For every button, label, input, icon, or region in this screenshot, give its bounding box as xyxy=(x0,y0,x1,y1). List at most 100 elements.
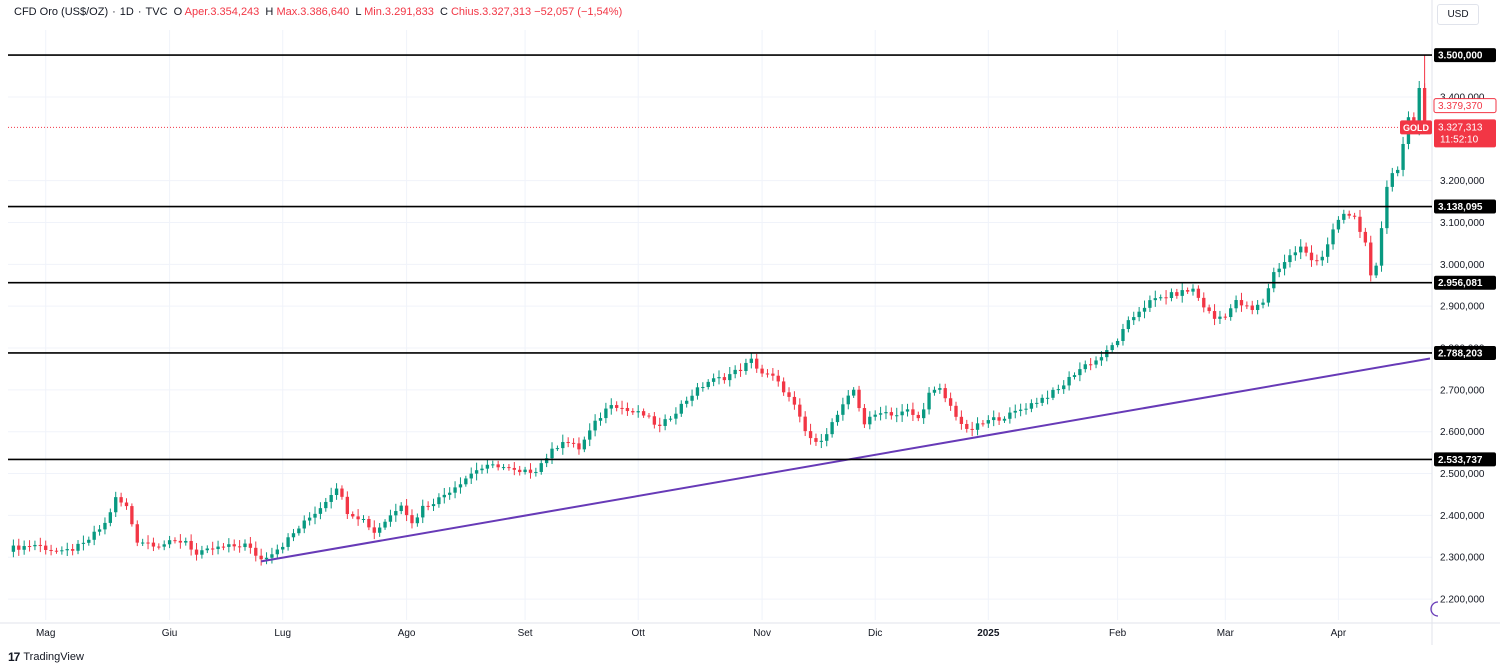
candle-up xyxy=(835,414,840,423)
candle-down xyxy=(738,369,743,372)
legend-close-value: Chius.3.327,313 xyxy=(450,6,532,18)
y-tick-label: 2.300,000 xyxy=(1440,553,1485,564)
candle-up xyxy=(1159,297,1163,299)
candle-up xyxy=(1299,246,1303,253)
candle-down xyxy=(248,543,253,548)
candle-down xyxy=(765,373,770,375)
candle-up xyxy=(1067,376,1071,386)
candle-down xyxy=(146,542,150,544)
scroll-realtime-icon[interactable] xyxy=(1430,601,1439,617)
level-price-label: 2.533,737 xyxy=(1438,455,1483,466)
current-price-tag xyxy=(1434,119,1496,148)
candle-up xyxy=(65,549,69,551)
candle-up xyxy=(992,417,996,421)
y-tick-label: 3.200,000 xyxy=(1440,176,1485,187)
candle-up xyxy=(167,540,172,545)
candle-up xyxy=(1169,292,1174,299)
candle-up xyxy=(1229,308,1233,318)
candle-up xyxy=(415,517,420,524)
level-price-tag xyxy=(1434,48,1496,63)
candle-down xyxy=(173,540,177,542)
candle-up xyxy=(841,404,845,415)
legend-open-label: O xyxy=(173,6,183,18)
level-price-label: 3.138,095 xyxy=(1438,202,1483,213)
candle-up xyxy=(701,387,705,389)
legend-source: TVC xyxy=(145,6,168,18)
tradingview-brand[interactable]: 17 TradingView xyxy=(8,650,84,664)
candle-up xyxy=(604,408,608,419)
candle-up xyxy=(1277,268,1281,273)
legend-low-label: L xyxy=(355,6,362,18)
candle-up xyxy=(819,440,824,442)
candle-down xyxy=(49,549,53,551)
candle-down xyxy=(119,497,123,503)
candle-up xyxy=(184,540,188,543)
candle-down xyxy=(1212,311,1217,319)
candle-up xyxy=(318,508,323,514)
candle-up xyxy=(1008,412,1012,419)
candle-up xyxy=(458,484,463,488)
candle-up xyxy=(1121,329,1125,341)
candle-down xyxy=(1315,260,1319,262)
candle-down xyxy=(1304,246,1308,253)
candle-up xyxy=(717,377,721,379)
candle-up xyxy=(1045,397,1050,399)
candle-up xyxy=(1191,288,1195,292)
candle-down xyxy=(889,412,894,416)
candle-up xyxy=(609,405,613,409)
y-tick-label: 2.600,000 xyxy=(1440,427,1485,438)
candle-up xyxy=(1390,173,1394,187)
candle-down xyxy=(771,373,775,376)
candle-up xyxy=(636,411,640,413)
candle-up xyxy=(1083,364,1087,370)
candle-up xyxy=(22,546,26,550)
candle-up xyxy=(1385,186,1389,229)
candle-up xyxy=(728,374,732,381)
currency-selector[interactable]: USD xyxy=(1437,4,1479,25)
candle-up xyxy=(1336,219,1341,230)
candle-down xyxy=(254,547,258,556)
candle-up xyxy=(1218,316,1222,319)
candle-up xyxy=(302,520,306,529)
candle-up xyxy=(1002,418,1007,421)
candle-up xyxy=(474,470,479,474)
x-tick-label: Nov xyxy=(753,628,771,639)
candle-up xyxy=(1180,290,1184,296)
candle-up xyxy=(97,529,102,532)
legend-interval: 1D xyxy=(119,6,134,18)
candle-up xyxy=(140,542,145,544)
candle-down xyxy=(954,405,958,417)
candle-up xyxy=(1115,340,1120,346)
candle-down xyxy=(189,540,193,550)
candle-down xyxy=(997,417,1001,421)
candle-up xyxy=(421,505,425,518)
candle-down xyxy=(614,405,619,408)
candle-up xyxy=(588,430,592,440)
candle-up xyxy=(550,448,554,459)
y-tick-label: 2.700,000 xyxy=(1440,385,1485,396)
candle-down xyxy=(1309,252,1314,261)
candle-up xyxy=(1374,265,1378,276)
candle-up xyxy=(900,411,904,416)
candle-up xyxy=(281,546,285,550)
candle-up xyxy=(905,409,910,412)
candle-up xyxy=(744,362,748,372)
candle-down xyxy=(577,443,581,450)
candle-up xyxy=(534,471,538,473)
candle-down xyxy=(781,381,786,393)
y-tick-label: 2.200,000 xyxy=(1440,595,1485,606)
candle-down xyxy=(625,407,630,412)
candle-up xyxy=(60,550,64,552)
candle-up xyxy=(1234,300,1238,309)
candle-down xyxy=(760,368,764,374)
candle-down xyxy=(151,542,156,547)
candle-down xyxy=(776,375,780,382)
candle-down xyxy=(981,423,985,425)
candle-down xyxy=(1223,316,1227,318)
candle-up xyxy=(291,533,296,538)
candle-up xyxy=(938,388,942,390)
legend-symbol[interactable]: CFD Oro (US$/OZ) xyxy=(14,6,109,18)
candle-down xyxy=(345,496,350,515)
candle-down xyxy=(959,416,964,424)
